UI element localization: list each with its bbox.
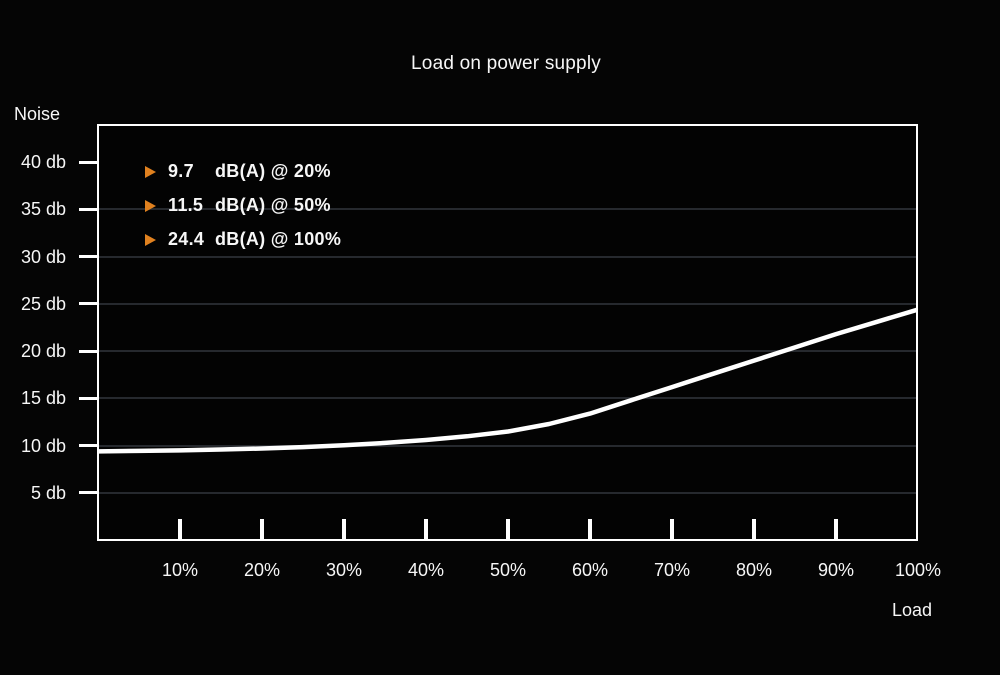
x-tick-label: 50%: [489, 560, 527, 580]
x-tick: [260, 519, 264, 539]
legend-text: dB(A) @ 20%: [215, 161, 331, 181]
x-tick-label: 40%: [407, 560, 445, 580]
y-tick: [79, 255, 97, 259]
plot-frame: [97, 124, 918, 541]
y-tick-label: 30 db: [20, 246, 66, 267]
x-tick: [342, 519, 346, 539]
x-tick: [178, 519, 182, 539]
y-tick-label: 15 db: [20, 388, 66, 409]
x-tick: [670, 519, 674, 539]
y-tick: [79, 160, 97, 164]
x-tick-label: 90%: [817, 560, 855, 580]
noise-curve-line: [99, 307, 916, 454]
x-tick-label: 10%: [161, 560, 199, 580]
y-tick: [79, 396, 97, 400]
gridline: [99, 397, 916, 400]
y-tick-label: 10 db: [20, 435, 66, 456]
x-tick-label: 60%: [571, 560, 609, 580]
x-tick: [424, 519, 428, 539]
y-tick: [79, 302, 97, 306]
x-tick: [588, 519, 592, 539]
legend-row: 11.5 dB(A) @ 50%: [145, 194, 341, 217]
gridline: [99, 350, 916, 353]
noise-curve: [99, 307, 916, 454]
legend-value: 24.4: [168, 229, 205, 249]
y-tick: [79, 444, 97, 448]
gridline: [99, 444, 916, 447]
legend: 9.7 dB(A) @ 20% 11.5 dB(A) @ 50% 24.4 dB(A) @…: [145, 160, 341, 262]
y-axis-title: Noise: [14, 104, 61, 124]
x-tick-label: 80%: [735, 560, 773, 580]
y-tick-label: 20 db: [20, 341, 66, 362]
arrow-right-icon: [145, 199, 156, 212]
x-tick-label: 100%: [894, 560, 942, 580]
gridline: [99, 208, 916, 211]
x-tick: [506, 519, 510, 539]
y-tick: [79, 349, 97, 353]
arrow-right-icon: [145, 233, 156, 246]
y-tick-label: 35 db: [20, 199, 66, 220]
x-tick-label: 70%: [653, 560, 691, 580]
legend-row: 9.7 dB(A) @ 20%: [145, 160, 341, 183]
gridline: [99, 302, 916, 305]
arrow-right-icon: [145, 165, 156, 178]
y-tick-label: 40 db: [20, 152, 66, 172]
gridline: [99, 491, 916, 494]
x-tick-label: 30%: [325, 560, 363, 580]
y-tick-label: 25 db: [20, 293, 66, 314]
legend-text: dB(A) @ 100%: [215, 229, 342, 249]
x-tick: [752, 519, 756, 539]
y-tick: [79, 207, 97, 211]
legend-value: 9.7: [168, 161, 194, 181]
gridline: [99, 255, 916, 258]
y-tick: [79, 491, 97, 495]
x-axis-title: Load: [891, 600, 933, 620]
x-tick-label: 20%: [243, 560, 281, 580]
x-tick: [834, 519, 838, 539]
legend-text: dB(A) @ 50%: [215, 195, 331, 215]
legend-value: 11.5: [168, 195, 204, 215]
legend-row: 24.4 dB(A) @ 100%: [145, 228, 341, 251]
y-tick-label: 5 db: [30, 482, 66, 503]
chart-title: Load on power supply: [411, 53, 601, 74]
